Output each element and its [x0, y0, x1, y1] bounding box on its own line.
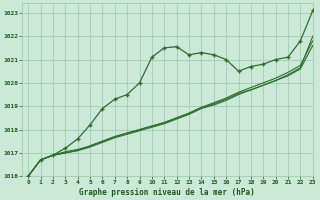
- X-axis label: Graphe pression niveau de la mer (hPa): Graphe pression niveau de la mer (hPa): [79, 188, 255, 197]
